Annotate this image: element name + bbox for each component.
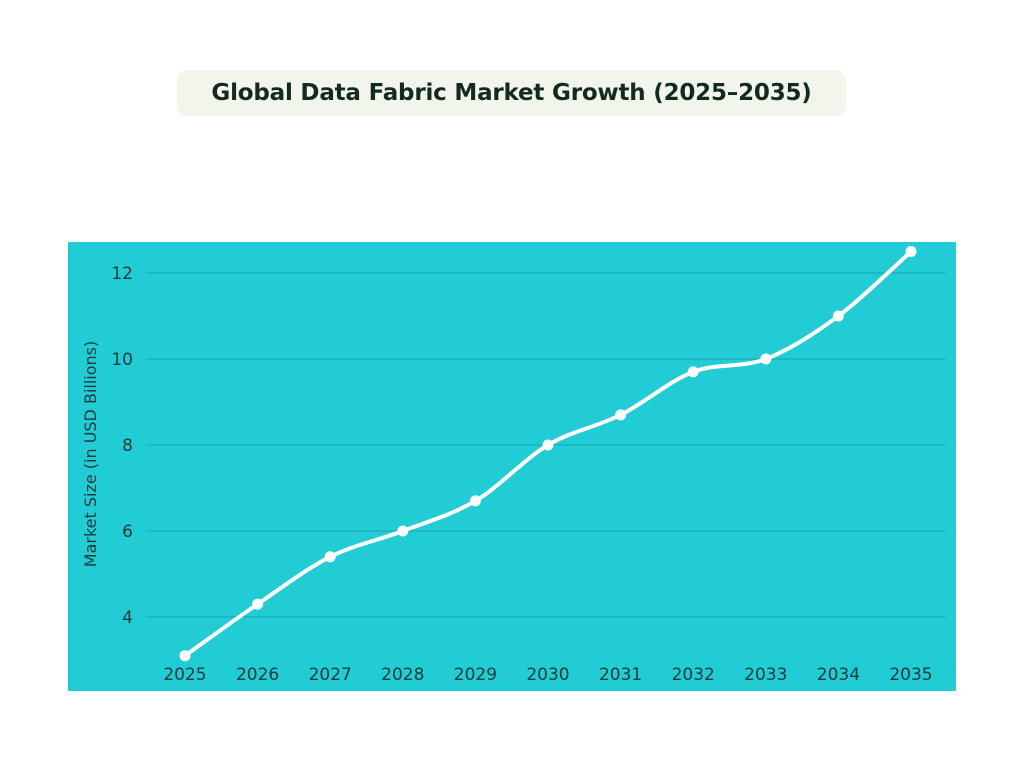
y-tick-label: 12 (111, 264, 133, 284)
y-tick-label: 8 (122, 436, 133, 456)
data-point (469, 495, 481, 507)
series-layer (179, 246, 917, 662)
data-point (760, 353, 772, 365)
y-tick-label: 10 (111, 350, 133, 370)
data-point (905, 246, 917, 257)
y-tick-label: 4 (122, 608, 133, 628)
data-point (832, 310, 844, 322)
x-tick-label: 2028 (381, 665, 424, 685)
x-tick-label: 2025 (163, 665, 206, 685)
data-point (179, 650, 191, 662)
x-tick-label: 2035 (889, 665, 932, 685)
plot-area (68, 242, 956, 691)
y-axis-label: Market Size (in USD Billions) (81, 341, 100, 567)
data-point (324, 551, 336, 563)
x-tick-label: 2026 (236, 665, 279, 685)
x-tick-label: 2029 (454, 665, 497, 685)
y-axis-ticks: 4 6 8 10 12 (111, 264, 133, 628)
x-axis-ticks: 2025 2026 2027 2028 2029 2030 2031 2032 2033 2034… (163, 665, 932, 685)
data-point (687, 366, 699, 378)
data-point (615, 409, 627, 421)
chart-title: Global Data Fabric Market Growth (2025–2… (211, 80, 812, 106)
x-tick-label: 2030 (526, 665, 569, 685)
series-group (179, 246, 917, 662)
data-point (397, 525, 409, 537)
y-tick-label: 6 (122, 522, 133, 542)
chart-title-box: Global Data Fabric Market Growth (2025–2… (177, 70, 846, 116)
data-point (252, 598, 264, 610)
x-tick-label: 2032 (672, 665, 715, 685)
x-tick-label: 2031 (599, 665, 642, 685)
x-tick-label: 2027 (309, 665, 352, 685)
x-tick-label: 2033 (744, 665, 787, 685)
data-point (542, 439, 554, 451)
x-tick-label: 2034 (817, 665, 860, 685)
